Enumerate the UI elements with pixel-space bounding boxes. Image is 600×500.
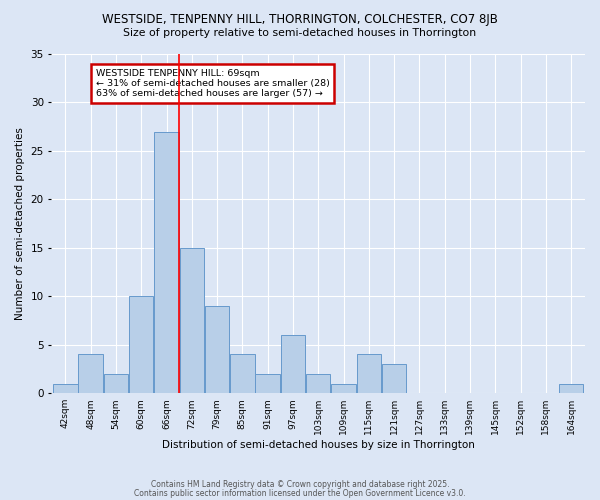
Text: Size of property relative to semi-detached houses in Thorrington: Size of property relative to semi-detach…: [124, 28, 476, 38]
Bar: [205, 306, 229, 393]
Text: WESTSIDE TENPENNY HILL: 69sqm
← 31% of semi-detached houses are smaller (28)
63%: WESTSIDE TENPENNY HILL: 69sqm ← 31% of s…: [95, 68, 329, 98]
Bar: [256, 374, 280, 393]
Text: Contains HM Land Registry data © Crown copyright and database right 2025.: Contains HM Land Registry data © Crown c…: [151, 480, 449, 489]
Text: Contains public sector information licensed under the Open Government Licence v3: Contains public sector information licen…: [134, 490, 466, 498]
Bar: [104, 374, 128, 393]
Bar: [559, 384, 583, 393]
X-axis label: Distribution of semi-detached houses by size in Thorrington: Distribution of semi-detached houses by …: [162, 440, 475, 450]
Bar: [154, 132, 179, 393]
Bar: [53, 384, 77, 393]
Bar: [129, 296, 154, 393]
Bar: [230, 354, 254, 393]
Bar: [382, 364, 406, 393]
Bar: [356, 354, 381, 393]
Bar: [306, 374, 331, 393]
Y-axis label: Number of semi-detached properties: Number of semi-detached properties: [15, 127, 25, 320]
Bar: [331, 384, 356, 393]
Bar: [179, 248, 204, 393]
Text: WESTSIDE, TENPENNY HILL, THORRINGTON, COLCHESTER, CO7 8JB: WESTSIDE, TENPENNY HILL, THORRINGTON, CO…: [102, 12, 498, 26]
Bar: [281, 335, 305, 393]
Bar: [79, 354, 103, 393]
